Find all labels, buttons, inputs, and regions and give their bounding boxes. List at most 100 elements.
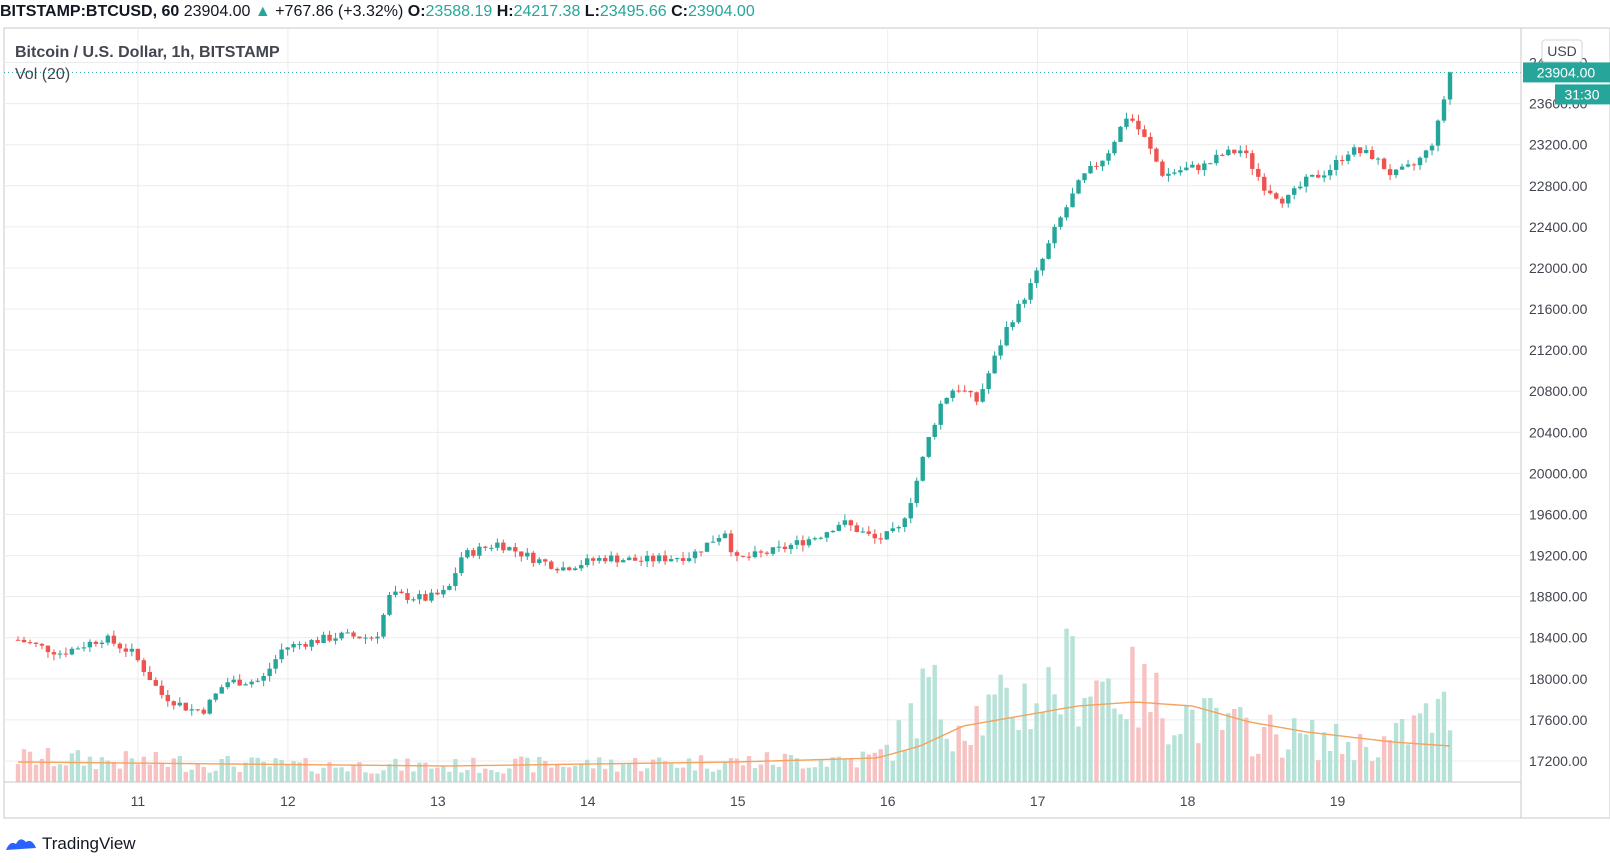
time-axis[interactable]: 11 12 13 14 15 16 17 18 19	[131, 793, 1346, 809]
volume-bar	[567, 767, 572, 782]
candle-body	[567, 567, 572, 571]
candle-body	[417, 594, 422, 600]
candle-body	[1076, 180, 1081, 194]
volume-bar	[1369, 761, 1375, 782]
candle-body	[255, 680, 260, 682]
volume-bar	[1423, 703, 1429, 782]
candle-body	[333, 638, 338, 641]
volume-bar	[399, 770, 404, 782]
volume-bar	[1250, 756, 1255, 782]
candle-body	[549, 561, 554, 569]
candle-body	[1393, 169, 1399, 176]
candle-body	[309, 639, 314, 647]
candle-body	[704, 542, 710, 552]
volume-bar	[87, 756, 93, 782]
volume-bar	[195, 763, 200, 782]
currency-label: USD	[1547, 43, 1577, 59]
candle-body	[1142, 129, 1147, 137]
volume-bar	[914, 738, 919, 782]
volume-bar	[614, 771, 620, 782]
volume-bar	[716, 769, 722, 782]
candle-body	[171, 701, 176, 706]
candle-body	[1423, 150, 1429, 158]
candle-body	[1166, 173, 1171, 176]
volume-bar	[45, 747, 51, 782]
candle-body	[980, 389, 985, 402]
candle-body	[153, 680, 159, 686]
candle-body	[471, 550, 476, 556]
volume-bar	[1381, 736, 1387, 782]
candle-body	[758, 551, 764, 553]
candle-body	[614, 555, 620, 563]
brand-footer[interactable]: TradingView	[4, 834, 136, 854]
price-tick-label: 23200.00	[1529, 137, 1588, 153]
candle-body	[15, 639, 21, 641]
volume-bar	[201, 767, 206, 782]
candle-body	[1232, 149, 1237, 154]
candle-body	[842, 520, 848, 525]
candle-body	[1154, 148, 1159, 162]
volume-bar	[950, 751, 955, 782]
volume-bar	[243, 762, 248, 782]
candle-body	[1022, 299, 1027, 304]
chart-legend: Bitcoin / U.S. Dollar, 1h, BITSTAMP Vol …	[15, 42, 280, 86]
candle-body	[884, 531, 889, 540]
candle-body	[1160, 161, 1165, 176]
date-tick-label: 15	[730, 793, 746, 809]
volume-bar	[555, 763, 560, 782]
candle-body	[531, 552, 536, 563]
volume-bar	[525, 757, 530, 782]
candle-body	[1118, 126, 1123, 142]
candle-body	[746, 556, 752, 558]
candle-body	[1315, 174, 1321, 178]
candle-body	[1064, 207, 1069, 218]
candle-body	[902, 518, 907, 528]
volume-bar	[51, 766, 57, 782]
candle-body	[1220, 154, 1225, 156]
volume-bar	[1399, 718, 1405, 782]
volume-bar	[1028, 729, 1033, 782]
volume-bar	[1327, 750, 1333, 782]
candle-body	[926, 436, 931, 457]
candle-body	[561, 567, 566, 571]
candle-body	[201, 709, 206, 714]
candle-body	[1190, 164, 1195, 168]
candle-body	[249, 681, 254, 685]
candle-body	[1274, 193, 1279, 199]
candle-body	[1429, 145, 1435, 151]
volume-bar	[878, 749, 883, 782]
candle-body	[1375, 158, 1381, 160]
volume-bar	[686, 758, 692, 782]
open-label: O:	[407, 3, 426, 20]
volume-bar	[1375, 757, 1381, 782]
candle-body	[848, 520, 854, 526]
volume-bar	[1315, 760, 1321, 782]
volume-bar	[620, 764, 626, 782]
volume-bar	[818, 759, 824, 782]
candle-body	[387, 594, 392, 615]
currency-button[interactable]	[1541, 39, 1583, 63]
candle-body	[495, 542, 500, 548]
volume-bar	[471, 757, 476, 782]
candle-body	[740, 555, 746, 557]
candle-body	[1369, 150, 1375, 160]
candle-body	[764, 552, 770, 554]
candle-body	[800, 540, 806, 546]
volume-bar	[285, 764, 290, 782]
date-tick-label: 17	[1030, 793, 1046, 809]
candle-body	[968, 390, 973, 393]
candle-body	[345, 632, 350, 634]
volume-bar	[123, 751, 129, 782]
volume-bar	[1154, 672, 1159, 782]
volume-bar	[980, 735, 985, 782]
candle-body	[782, 546, 788, 550]
volume-bar	[884, 744, 889, 782]
candle-body	[579, 565, 584, 569]
candle-body	[537, 559, 542, 563]
candle-body	[866, 531, 872, 534]
candle-body	[1256, 168, 1261, 177]
candle-body	[279, 649, 284, 660]
volume-bar	[668, 763, 674, 782]
candle-body	[519, 551, 524, 557]
